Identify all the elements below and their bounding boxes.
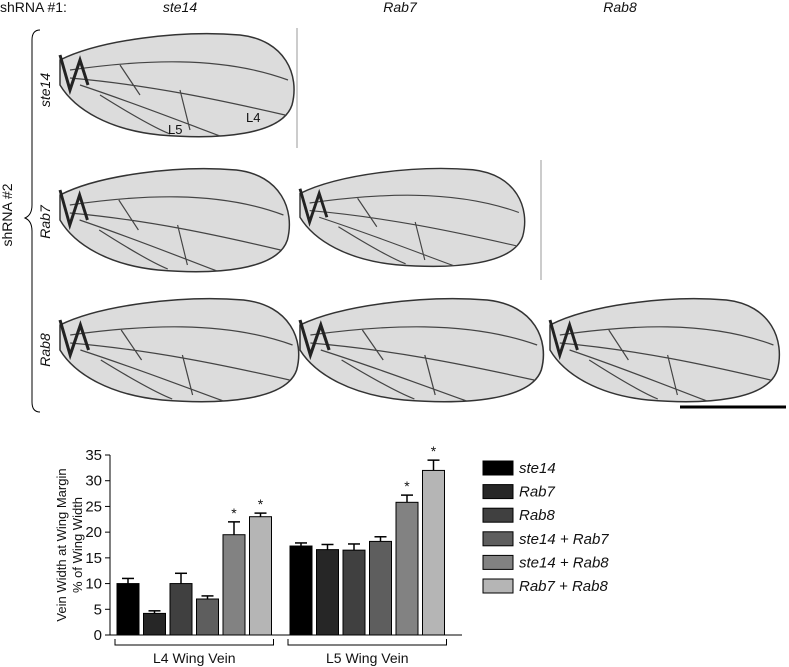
row-header-label: shRNA #2	[0, 183, 15, 246]
legend-swatch	[482, 554, 514, 570]
column-header: ste14	[163, 0, 197, 15]
row-header: Rab8	[37, 333, 53, 367]
legend-swatch	[482, 531, 514, 547]
wing-image	[298, 297, 545, 404]
y-tick-label: 15	[85, 550, 102, 567]
y-tick-label: 25	[85, 498, 102, 515]
legend-swatch	[482, 578, 514, 594]
bar	[316, 549, 339, 636]
wing-image	[58, 297, 301, 404]
y-axis-label: % of Wing Width	[70, 497, 85, 593]
wing-images	[58, 28, 786, 409]
wing-image	[58, 167, 291, 274]
y-tick-label: 10	[85, 576, 102, 593]
legend-label: ste14	[519, 460, 556, 477]
bar	[395, 501, 419, 636]
column-header: Rab8	[603, 0, 637, 15]
legend-swatch	[482, 507, 514, 523]
row-brace	[23, 29, 41, 413]
row-header: Rab7	[37, 204, 53, 239]
y-axis-label: Vein Width at Wing Margin	[54, 468, 69, 621]
x-tick-label: L4 Wing Vein	[153, 650, 236, 666]
bar	[222, 534, 246, 636]
significance-marker: *	[231, 505, 237, 521]
legend-label: ste14 + Rab7	[519, 531, 609, 548]
bar	[369, 540, 392, 636]
bar	[143, 612, 166, 636]
y-tick-label: 20	[85, 524, 102, 541]
category-bracket	[114, 639, 274, 646]
significance-marker: *	[404, 478, 410, 494]
category-bracket	[287, 639, 447, 646]
wing-image	[548, 297, 781, 404]
bar	[422, 469, 445, 636]
legend-label: Rab7 + Rab8	[519, 578, 608, 595]
y-tick-label: 5	[94, 601, 102, 618]
legend-label: Rab8	[519, 507, 556, 524]
significance-marker: *	[258, 496, 264, 512]
row-header: ste14	[37, 73, 53, 107]
bar	[342, 549, 366, 636]
bar	[116, 583, 140, 636]
legend-swatch	[482, 460, 514, 476]
bar	[289, 545, 313, 636]
y-tick-label: 35	[85, 447, 102, 464]
vein-label: L5	[168, 122, 182, 137]
legend-swatch	[482, 484, 514, 500]
x-tick-label: L5 Wing Vein	[326, 650, 409, 666]
vein-label: L4	[246, 110, 260, 125]
y-tick-label: 30	[85, 473, 102, 490]
bar	[249, 516, 272, 636]
legend-label: Rab7	[519, 484, 556, 501]
bar	[169, 583, 193, 636]
column-header: Rab7	[383, 0, 418, 15]
wing-image	[298, 167, 527, 268]
significance-marker: *	[431, 443, 437, 459]
y-tick-label: 0	[94, 627, 102, 644]
legend-label: ste14 + Rab8	[519, 554, 609, 571]
bar	[196, 598, 219, 636]
column-header-label: shRNA #1:	[0, 0, 67, 15]
